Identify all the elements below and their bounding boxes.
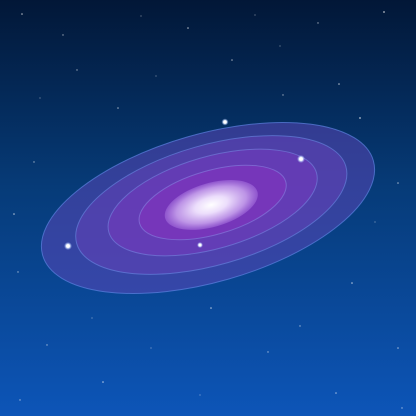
galaxy — [40, 122, 376, 294]
star — [317, 22, 319, 24]
star — [187, 27, 189, 29]
star — [62, 34, 64, 36]
starfield — [13, 11, 403, 409]
star — [351, 282, 353, 284]
star — [299, 325, 301, 327]
star — [231, 59, 233, 61]
star — [117, 107, 119, 109]
orbit-stars — [64, 118, 305, 250]
star — [39, 97, 41, 99]
star — [282, 94, 284, 96]
star — [335, 392, 337, 394]
star — [76, 69, 78, 71]
star — [397, 347, 399, 349]
star — [254, 14, 256, 16]
star — [397, 182, 399, 184]
orbit-star — [223, 120, 227, 124]
star — [374, 221, 376, 223]
star — [150, 347, 152, 349]
star — [17, 271, 19, 273]
star — [401, 407, 403, 409]
star — [267, 351, 269, 353]
star — [21, 13, 23, 15]
star — [210, 307, 212, 309]
star — [155, 75, 157, 77]
galaxy-core — [164, 180, 258, 230]
star — [33, 161, 35, 163]
star — [46, 344, 48, 346]
star — [13, 213, 15, 215]
star — [199, 394, 201, 396]
star — [338, 83, 340, 85]
orbit-star — [198, 243, 202, 247]
star — [279, 45, 281, 47]
orbit-star — [299, 157, 303, 161]
orbit-star — [66, 244, 70, 248]
star — [359, 117, 361, 119]
star — [19, 399, 21, 401]
star — [91, 317, 93, 319]
star — [102, 381, 104, 383]
star — [383, 11, 385, 13]
star — [140, 15, 142, 17]
